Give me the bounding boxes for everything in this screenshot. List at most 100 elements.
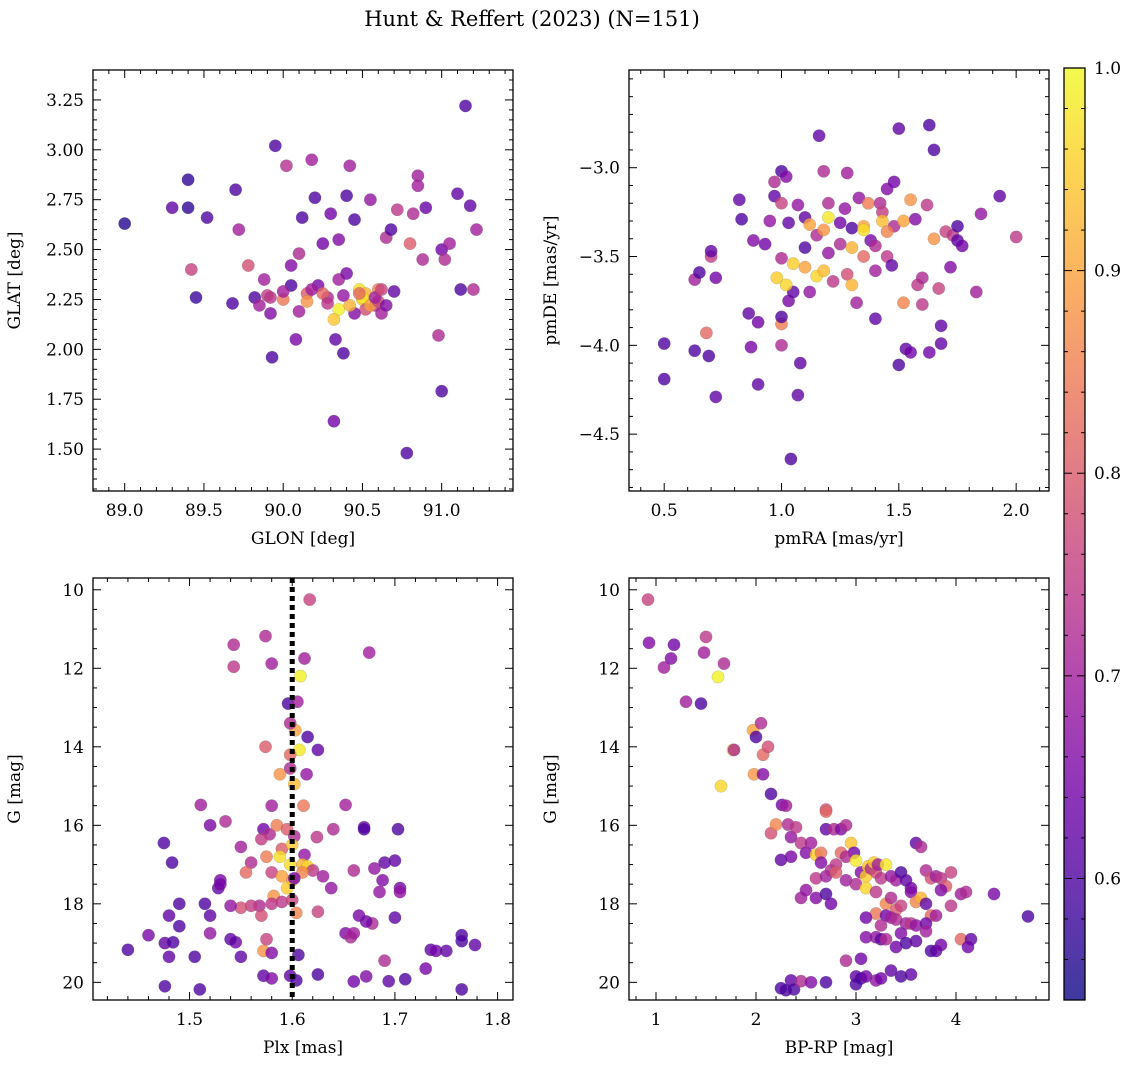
y-tick-label: 1.50 [46, 440, 84, 460]
scatter-point [455, 982, 469, 996]
scatter-point [974, 207, 988, 221]
scatter-point [459, 99, 472, 113]
y-tick-label: 12 [62, 659, 84, 679]
scatter-point [387, 285, 401, 298]
scatter-point [165, 201, 179, 215]
scatter-point [303, 593, 317, 607]
scatter-point [791, 388, 805, 402]
scatter-point [411, 179, 425, 193]
scatter-point [162, 950, 176, 964]
scatter-point [915, 271, 929, 285]
scatter-point [172, 919, 186, 933]
scatter-point [714, 779, 728, 793]
y-tick-label: 16 [62, 816, 84, 836]
x-axis-label: GLON [deg] [251, 529, 355, 549]
panel-1: 89.0 89.5 90.0 90.5 91.0 1.50 1.75 2.00 2.25 2.50… [5, 69, 514, 549]
scatter-point [184, 263, 198, 276]
scatter-point [388, 911, 402, 925]
scatter-point [919, 897, 933, 911]
scatter-point [697, 646, 711, 660]
scatter-point [321, 296, 335, 310]
scatter-point [709, 271, 723, 285]
scatter-point [343, 159, 357, 173]
y-tick-label: 2.75 [46, 191, 84, 211]
scatter-point [791, 198, 805, 212]
x-tick-label: 89.0 [106, 501, 144, 521]
scatter-point [897, 214, 910, 228]
scatter-point [874, 971, 888, 985]
scatter-point [803, 285, 817, 299]
x-tick-label: 1.8 [484, 1010, 511, 1030]
scatter-point [295, 211, 309, 225]
y-tick-label: 1.75 [46, 390, 84, 410]
scatter-point [833, 237, 847, 251]
scatter-point [922, 118, 936, 132]
scatter-point [749, 730, 763, 744]
scatter-point [348, 213, 361, 227]
axis-ticks [92, 69, 513, 491]
scatter-point [784, 850, 798, 864]
scatter-point [373, 885, 386, 899]
scatter-points [118, 99, 483, 460]
y-tick-label: −3.5 [579, 248, 620, 268]
scatter-point [400, 446, 414, 460]
scatter-point [227, 638, 241, 652]
scatter-point [897, 296, 910, 310]
y-axis-label: G [mag] [5, 754, 25, 823]
axis-ticks [629, 578, 1049, 1000]
scatter-point [451, 187, 464, 201]
scatter-point [470, 223, 483, 237]
figure-title: Hunt & Reffert (2023) (N=151) [364, 7, 700, 31]
scatter-point [775, 251, 788, 265]
scatter-point [768, 175, 781, 189]
scatter-point [803, 218, 817, 231]
scatter-point [292, 247, 306, 261]
scatter-point [699, 326, 713, 340]
scatter-point [824, 897, 838, 911]
scatter-point [273, 767, 287, 781]
x-tick-label: 1.7 [381, 1010, 408, 1030]
scatter-point [327, 414, 341, 428]
scatter-point [869, 885, 883, 899]
scatter-point [742, 306, 756, 320]
scatter-point [403, 237, 417, 251]
scatter-point [234, 840, 248, 854]
scatter-point [305, 153, 319, 167]
scatter-point [764, 787, 778, 801]
scatter-point [265, 657, 279, 671]
scatter-point [879, 858, 893, 872]
scatter-point [439, 944, 453, 958]
scatter-point [702, 349, 716, 363]
scatter-point [226, 296, 239, 310]
scatter-point [203, 909, 217, 923]
axes-frame [92, 69, 514, 492]
y-tick-label: 20 [62, 973, 84, 993]
y-tick-label: 3.00 [46, 141, 84, 161]
scatter-point [709, 390, 723, 404]
scatter-point [756, 767, 770, 781]
scatter-point [273, 850, 287, 864]
scatter-point [284, 259, 298, 272]
scatter-point [213, 877, 227, 891]
scatter-point [657, 337, 671, 351]
scatter-point [688, 344, 702, 358]
scatter-point [382, 974, 396, 988]
scatter-point [455, 934, 469, 948]
scatter-point [804, 836, 818, 850]
scatter-point [751, 315, 765, 329]
scatter-point [257, 273, 271, 286]
y-tick-label: 18 [62, 895, 84, 915]
scatter-point [181, 201, 195, 215]
scatter-point [264, 306, 277, 320]
scatter-point [854, 952, 868, 966]
y-tick-label: 3.25 [46, 91, 84, 111]
panel-3: 1.5 1.6 1.7 1.8 10 12 14 16 18 20 Plx [mas] G [mag] [5, 577, 514, 1058]
scatter-point [311, 743, 325, 757]
scatter-point [812, 129, 826, 143]
scatter-point [927, 232, 941, 246]
scatter-point [162, 909, 176, 923]
scatter-point [219, 814, 232, 828]
scatter-point [839, 954, 853, 968]
axis-ticks [629, 70, 1049, 491]
scatter-point [340, 267, 354, 280]
